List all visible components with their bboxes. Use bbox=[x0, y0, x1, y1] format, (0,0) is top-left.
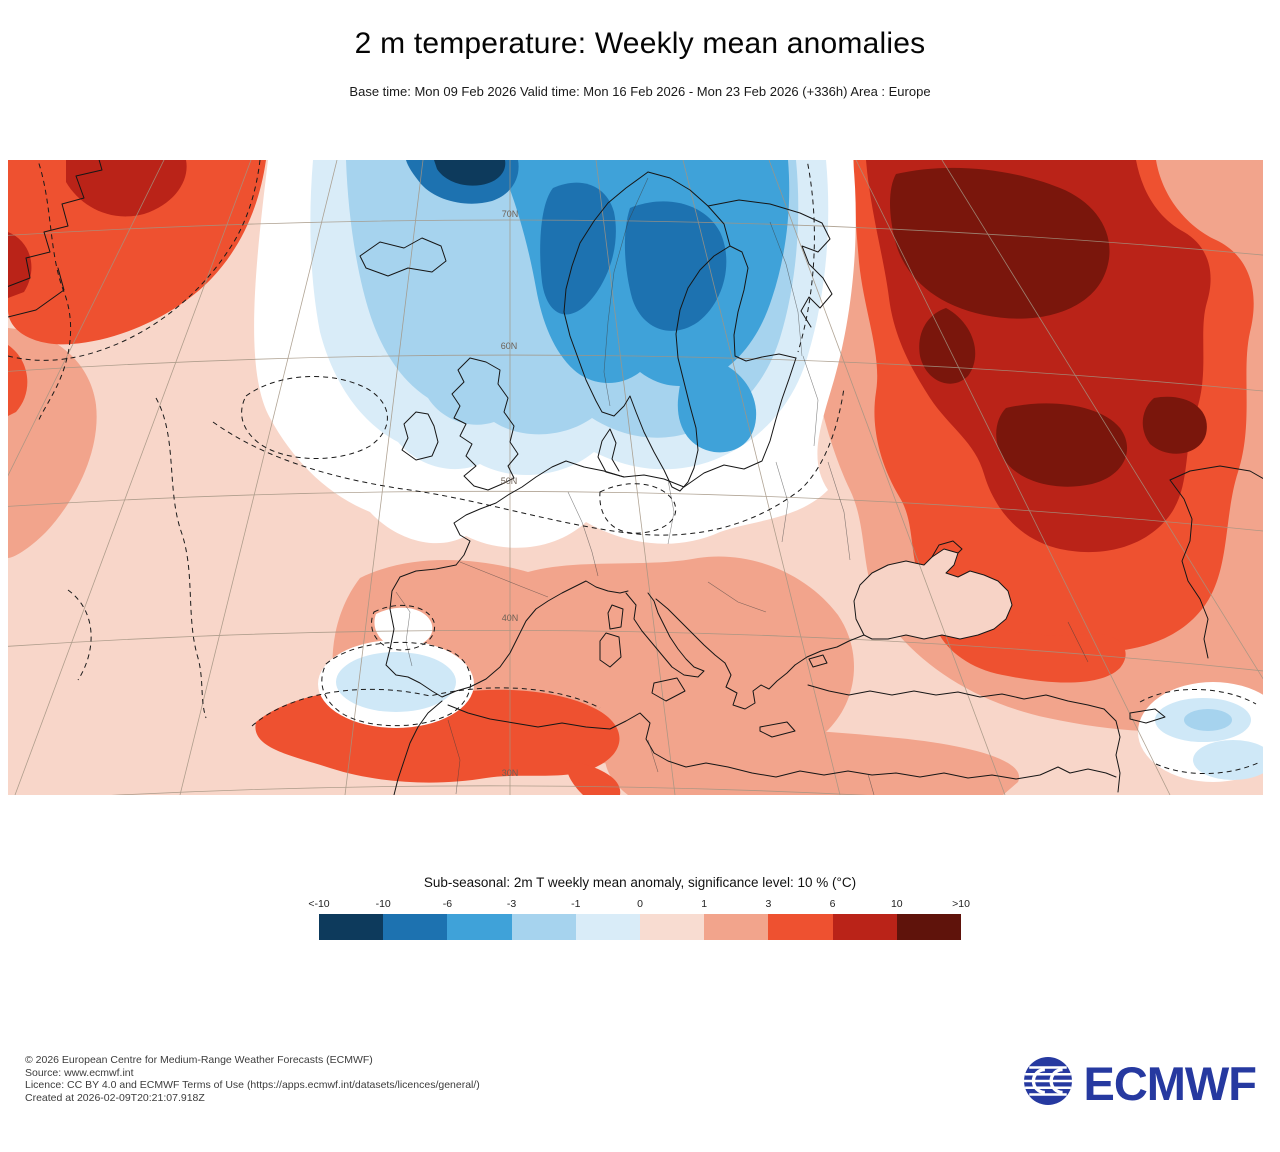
legend-tick: 0 bbox=[637, 898, 643, 910]
legend-tick: -3 bbox=[506, 898, 517, 910]
legend-scale: <-10 -10 -6 -3 -1 0 1 3 6 10 >10 bbox=[308, 898, 970, 940]
ecmwf-logo: ECMWF bbox=[1023, 1056, 1257, 1111]
ecmwf-logo-icon bbox=[1023, 1056, 1073, 1111]
latitude-label-60n: 60N bbox=[501, 341, 518, 351]
latitude-label-30n: 30N bbox=[502, 768, 519, 778]
legend-tick: -6 bbox=[442, 898, 453, 910]
legend-tick: 3 bbox=[765, 898, 772, 910]
footer-licence: Licence: CC BY 4.0 and ECMWF Terms of Us… bbox=[25, 1079, 480, 1091]
legend-tick: 1 bbox=[701, 898, 708, 910]
footer-copyright: © 2026 European Centre for Medium-Range … bbox=[25, 1054, 373, 1066]
legend-tick-labels: <-10 -10 -6 -3 -1 0 1 3 6 10 >10 bbox=[308, 898, 970, 912]
legend-tick: <-10 bbox=[308, 898, 330, 910]
legend-colorbar bbox=[319, 914, 962, 940]
legend-tick: -10 bbox=[375, 898, 391, 910]
footer-source: Source: www.ecmwf.int bbox=[25, 1066, 134, 1079]
anomaly-map: 70N 60N 50N 40N 30N bbox=[8, 160, 1263, 795]
latitude-label-70n: 70N bbox=[502, 209, 519, 219]
country-borders bbox=[395, 177, 1089, 795]
legend: Sub-seasonal: 2m T weekly mean anomaly, … bbox=[280, 875, 1000, 940]
significance-contours bbox=[8, 160, 1261, 775]
latitude-label-50n: 50N bbox=[501, 476, 518, 486]
legend-tick: -1 bbox=[571, 898, 581, 910]
graticule bbox=[8, 160, 1263, 795]
latitude-labels: 70N 60N 50N 40N 30N bbox=[501, 209, 519, 778]
latitude-label-40n: 40N bbox=[502, 613, 519, 623]
page-subtitle: Base time: Mon 09 Feb 2026 Valid time: M… bbox=[349, 84, 931, 99]
legend-tick: 10 bbox=[890, 898, 903, 910]
ecmwf-logo-text: ECMWF bbox=[1083, 1057, 1257, 1110]
footer-credits: © 2026 European Centre for Medium-Range … bbox=[25, 1054, 480, 1104]
anomaly-map-svg: 70N 60N 50N 40N 30N bbox=[8, 160, 1263, 795]
legend-tick: >10 bbox=[952, 898, 970, 910]
legend-tick: 6 bbox=[829, 898, 836, 910]
temperature-field bbox=[8, 160, 1263, 795]
coastlines bbox=[8, 160, 1263, 795]
legend-title: Sub-seasonal: 2m T weekly mean anomaly, … bbox=[423, 875, 857, 890]
footer-created: Created at 2026-02-09T20:21:07.918Z bbox=[25, 1091, 205, 1104]
page-title: 2 m temperature: Weekly mean anomalies bbox=[354, 27, 926, 60]
